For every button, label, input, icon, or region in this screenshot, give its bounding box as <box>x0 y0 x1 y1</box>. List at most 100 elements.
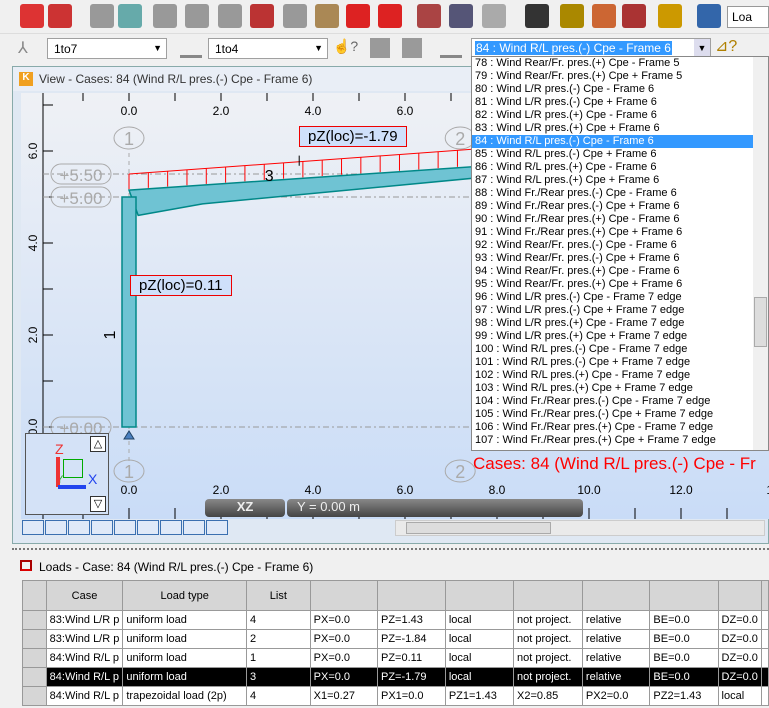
dropdown-item[interactable]: 90 : Wind Fr./Rear pres.(+) Cpe - Frame … <box>475 213 680 225</box>
column-header[interactable]: List <box>246 580 311 611</box>
column-header[interactable] <box>717 580 763 611</box>
table-cell[interactable]: 84:Wind R/L p <box>45 667 124 687</box>
print-icon[interactable] <box>90 4 114 28</box>
rotate-down-button[interactable]: ▽ <box>90 496 106 512</box>
dropdown-item[interactable]: 80 : Wind L/R pres.(-) Cpe - Frame 6 <box>475 83 655 95</box>
table-cell[interactable]: BE=0.0 <box>649 667 719 687</box>
cut-icon[interactable] <box>250 4 274 28</box>
bar-numbers-icon[interactable] <box>45 520 67 535</box>
lock-icon[interactable] <box>482 4 506 28</box>
dropdown-item[interactable]: 82 : Wind L/R pres.(+) Cpe - Frame 6 <box>475 109 657 121</box>
dropdown-item[interactable]: 94 : Wind Rear/Fr. pres.(+) Cpe - Frame … <box>475 265 680 277</box>
dropdown-item[interactable]: 88 : Wind Fr./Rear pres.(-) Cpe - Frame … <box>475 187 677 199</box>
dropdown-item[interactable]: 97 : Wind L/R pres.(-) Cpe + Frame 7 edg… <box>475 304 685 316</box>
node-numbers-icon[interactable] <box>22 520 44 535</box>
table-cell[interactable]: not project. <box>512 610 583 630</box>
dropdown-item[interactable]: 93 : Wind Rear/Fr. pres.(-) Cpe + Frame … <box>475 252 680 264</box>
table-cell[interactable] <box>761 610 769 630</box>
dropdown-item[interactable]: 100 : Wind R/L pres.(-) Cpe - Frame 7 ed… <box>475 343 688 355</box>
dropdown-item[interactable]: 96 : Wind L/R pres.(-) Cpe - Frame 7 edg… <box>475 291 682 303</box>
open-icon[interactable] <box>20 4 44 28</box>
table-row[interactable]: 83:Wind L/R p uniform load 4 PX=0.0 PZ=1.43 l… <box>22 610 769 630</box>
dropdown-item[interactable]: 105 : Wind Fr./Rear pres.(-) Cpe + Frame… <box>475 408 714 420</box>
column-header[interactable] <box>761 580 769 611</box>
panel-icon[interactable] <box>402 38 422 58</box>
dropdown-item[interactable]: 85 : Wind R/L pres.(-) Cpe + Frame 6 <box>475 148 657 160</box>
chevron-down-icon[interactable]: ▼ <box>153 43 162 53</box>
table-cell[interactable]: 4 <box>246 610 311 630</box>
calculator-icon[interactable] <box>417 4 441 28</box>
table-row[interactable]: 83:Wind L/R p uniform load 2 PX=0.0 PZ=-1.84… <box>22 629 769 649</box>
dropdown-item[interactable]: 95 : Wind Rear/Fr. pres.(+) Cpe + Frame … <box>475 278 683 290</box>
panel-numbers-icon[interactable] <box>68 520 90 535</box>
dropdown-item[interactable]: 79 : Wind Rear/Fr. pres.(+) Cpe + Frame … <box>475 70 683 82</box>
table-cell[interactable]: 1 <box>246 648 311 668</box>
dropdown-item[interactable]: 99 : Wind L/R pres.(+) Cpe + Frame 7 edg… <box>475 330 688 342</box>
calculation-results-icon[interactable] <box>449 4 473 28</box>
print-preview-icon[interactable] <box>153 4 177 28</box>
rotate-up-button[interactable]: △ <box>90 436 106 452</box>
table-cell[interactable]: 2 <box>246 629 311 649</box>
scrollbar-thumb[interactable] <box>754 297 767 347</box>
redo-icon[interactable] <box>378 4 402 28</box>
row-selector[interactable] <box>22 629 47 649</box>
column-header[interactable] <box>444 580 514 611</box>
table-cell[interactable]: 84:Wind R/L p <box>45 686 124 706</box>
table-cell[interactable]: PZ=0.11 <box>376 648 446 668</box>
table-cell[interactable]: local <box>444 667 514 687</box>
dropdown-item[interactable]: 89 : Wind Fr./Rear pres.(-) Cpe + Frame … <box>475 200 680 212</box>
row-selector[interactable] <box>22 667 47 687</box>
delete-icon[interactable] <box>218 4 242 28</box>
table-cell[interactable]: DZ=0.0 <box>717 629 763 649</box>
table-cell[interactable]: relative <box>581 648 651 668</box>
book-icon[interactable] <box>118 4 142 28</box>
case-combo[interactable]: 84 : Wind R/L pres.(-) Cpe - Frame 6 ▼ <box>471 38 711 59</box>
dropdown-item[interactable]: 86 : Wind R/L pres.(+) Cpe - Frame 6 <box>475 161 657 173</box>
values-icon[interactable] <box>206 520 228 535</box>
table-cell[interactable]: 83:Wind L/R p <box>45 629 124 649</box>
table-cell[interactable] <box>761 686 769 706</box>
dropdown-item[interactable]: 87 : Wind R/L pres.(+) Cpe + Frame 6 <box>475 174 660 186</box>
dropdown-item[interactable]: 83 : Wind L/R pres.(+) Cpe + Frame 6 <box>475 122 660 134</box>
row-selector[interactable] <box>22 610 47 630</box>
table-row[interactable]: 84:Wind R/L p trapezoidal load (2p) 4 X1=0.… <box>22 686 769 706</box>
table-cell[interactable]: PX1=0.0 <box>376 686 446 706</box>
table-cell[interactable]: BE=0.0 <box>649 629 719 649</box>
chevron-down-icon[interactable]: ▼ <box>314 43 323 53</box>
column-header[interactable]: Case <box>45 580 124 611</box>
table-cell[interactable]: BE=0.0 <box>649 648 719 668</box>
tools-icon[interactable] <box>622 4 646 28</box>
paste-icon[interactable] <box>315 4 339 28</box>
table-cell[interactable]: DZ=0.0 <box>717 667 763 687</box>
dropdown-scrollbar[interactable] <box>753 57 768 450</box>
dropdown-item[interactable]: 107 : Wind Fr./Rear pres.(+) Cpe + Frame… <box>475 434 716 446</box>
table-cell[interactable] <box>761 667 769 687</box>
table-cell[interactable]: relative <box>581 629 651 649</box>
table-cell[interactable]: relative <box>581 610 651 630</box>
dropdown-item[interactable]: 84 : Wind R/L pres.(-) Cpe - Frame 6 <box>472 135 754 148</box>
row-selector[interactable] <box>22 648 47 668</box>
table-cell[interactable]: DZ=0.0 <box>717 610 763 630</box>
table-cell[interactable]: not project. <box>512 667 583 687</box>
table-cell[interactable]: trapezoidal load (2p) <box>122 686 248 706</box>
table-cell[interactable]: local <box>444 648 514 668</box>
table-cell[interactable]: X2=0.85 <box>512 686 583 706</box>
table-cell[interactable]: PX=0.0 <box>309 610 378 630</box>
table-cell[interactable] <box>761 629 769 649</box>
loads-combo[interactable]: Loa <box>727 6 769 28</box>
table-cell[interactable]: 84:Wind R/L p <box>45 648 124 668</box>
table-cell[interactable] <box>761 648 769 668</box>
dropdown-item[interactable]: 103 : Wind R/L pres.(+) Cpe + Frame 7 ed… <box>475 382 693 394</box>
table-cell[interactable]: 4 <box>246 686 311 706</box>
drawing-icon[interactable] <box>658 4 682 28</box>
table-cell[interactable]: PX=0.0 <box>309 629 378 649</box>
bar-selection-combo[interactable]: 1to4 ▼ <box>208 38 328 59</box>
table-cell[interactable]: PX=0.0 <box>309 648 378 668</box>
dimensions-icon[interactable] <box>183 520 205 535</box>
camera-icon[interactable] <box>185 4 209 28</box>
table-cell[interactable]: local <box>444 629 514 649</box>
case-help-icon[interactable]: ⊿? <box>715 38 738 55</box>
y-coordinate[interactable]: Y = 0.00 m <box>287 499 583 517</box>
dropdown-item[interactable]: 106 : Wind Fr./Rear pres.(+) Cpe - Frame… <box>475 421 714 433</box>
column-header[interactable] <box>376 580 446 611</box>
